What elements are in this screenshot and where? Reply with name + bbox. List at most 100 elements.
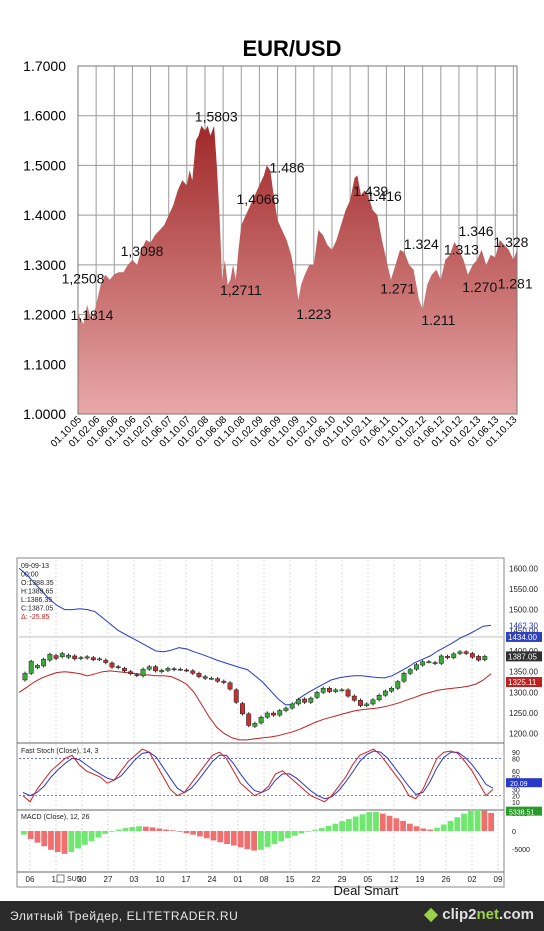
macd-bar — [21, 831, 27, 835]
data-label: 1.328 — [493, 234, 528, 250]
y-tick-label: 1.2000 — [23, 307, 66, 323]
macd-bar — [332, 823, 339, 831]
candle — [34, 665, 40, 668]
macd-bar — [156, 828, 163, 831]
macd-bar — [122, 828, 129, 831]
data-label: 1.416 — [367, 188, 402, 204]
macd-bar — [312, 829, 318, 831]
macd-bar — [54, 831, 61, 853]
stoch-tick-label: 80 — [512, 756, 520, 763]
macd-bar — [481, 810, 488, 831]
candle — [432, 662, 438, 664]
candle — [333, 689, 339, 692]
price-tick-label: 1550.00 — [509, 585, 538, 594]
macd-bar — [406, 823, 413, 831]
stoch-tick-label: 10 — [512, 800, 520, 807]
y-tick-label: 1.3000 — [23, 257, 66, 273]
candle — [134, 674, 140, 676]
candle — [463, 651, 469, 654]
sun-checkbox[interactable] — [56, 874, 65, 883]
macd-bar — [203, 831, 210, 839]
macd-bar — [34, 831, 41, 843]
macd-bar — [400, 820, 406, 831]
macd-bar — [230, 831, 237, 846]
macd-bar — [420, 828, 427, 831]
sun-checkbox-label: SUN — [67, 876, 82, 883]
x-date-label: 19 — [416, 875, 425, 884]
macd-bar — [427, 829, 434, 831]
x-date-label: 12 — [390, 875, 399, 884]
candle — [59, 653, 65, 658]
candle — [240, 703, 245, 715]
x-date-label: 29 — [338, 875, 347, 884]
stoch-d-line — [22, 750, 494, 800]
candle — [407, 669, 413, 674]
candle — [345, 689, 351, 697]
candle — [469, 653, 475, 658]
ohlc-info-text: O:1388.35 — [21, 580, 54, 587]
macd-bar — [183, 831, 190, 834]
candle — [146, 666, 152, 670]
macd-bar — [176, 831, 183, 832]
macd-bar — [346, 819, 352, 831]
macd-bar — [291, 831, 298, 836]
candle — [283, 707, 289, 711]
macd-bar — [305, 831, 312, 832]
x-date-label: 08 — [260, 875, 269, 884]
candle — [53, 655, 59, 659]
clip2net-logo[interactable]: clip2net.com — [424, 906, 534, 923]
y-tick-label: 1.5000 — [23, 157, 66, 173]
footer-site-text: Элитный Трейдер, ELITETRADER.RU — [10, 909, 239, 923]
macd-bar — [298, 831, 305, 834]
macd-bar — [190, 831, 197, 835]
macd-bar — [325, 825, 332, 831]
candle — [221, 680, 227, 683]
stoch-tick-label: 60 — [512, 769, 520, 776]
macd-bar — [163, 829, 169, 831]
candle — [109, 662, 115, 668]
candle — [358, 699, 363, 706]
candle — [314, 692, 320, 698]
candle — [202, 676, 208, 679]
candle — [370, 699, 376, 705]
eurusd-area-chart: EUR/USD 1.0000 1.1000 1.2000 1.3000 1.4000 1.… — [23, 36, 533, 450]
candle — [121, 668, 127, 672]
data-label: 1,3098 — [121, 243, 164, 259]
macd-bar — [142, 826, 149, 831]
ohlc-info-text: C:1387.05 — [21, 606, 53, 613]
price-tick-label: 1350.00 — [509, 668, 538, 677]
data-label: 1,5803 — [195, 109, 238, 125]
x-date-label: 24 — [208, 875, 217, 884]
data-label: 1.223 — [296, 306, 331, 322]
macd-bar — [467, 811, 474, 831]
macd-bar — [27, 831, 34, 839]
candle — [420, 661, 426, 666]
candle — [351, 695, 357, 701]
candle — [364, 703, 370, 706]
data-label: 1.486 — [270, 159, 305, 175]
x-date-label: 05 — [364, 875, 373, 884]
macd-bar — [447, 820, 454, 831]
logo-suffix: .com — [498, 906, 534, 923]
x-date-label: 03 — [130, 875, 139, 884]
upper-band-line — [18, 567, 492, 706]
candle — [28, 661, 34, 674]
macd-bar — [339, 821, 346, 831]
macd-bar — [413, 826, 420, 831]
macd-marker-box — [506, 806, 542, 816]
price-tick-label: 1300.00 — [509, 688, 538, 697]
candle — [413, 664, 419, 670]
macd-bar — [197, 831, 203, 837]
candle — [208, 678, 214, 680]
y-tick-label: 1.0000 — [23, 406, 66, 422]
candle — [401, 673, 407, 682]
clip2net-icon — [424, 907, 439, 923]
candle — [295, 699, 301, 705]
candle — [382, 690, 388, 696]
macd-bar — [61, 831, 68, 854]
data-label: 1,2508 — [62, 270, 105, 286]
ohlc-info-text: 09-09-13 — [21, 563, 49, 570]
data-label: 1.281 — [498, 275, 533, 291]
candle — [339, 689, 345, 692]
macd-bar — [48, 831, 54, 850]
